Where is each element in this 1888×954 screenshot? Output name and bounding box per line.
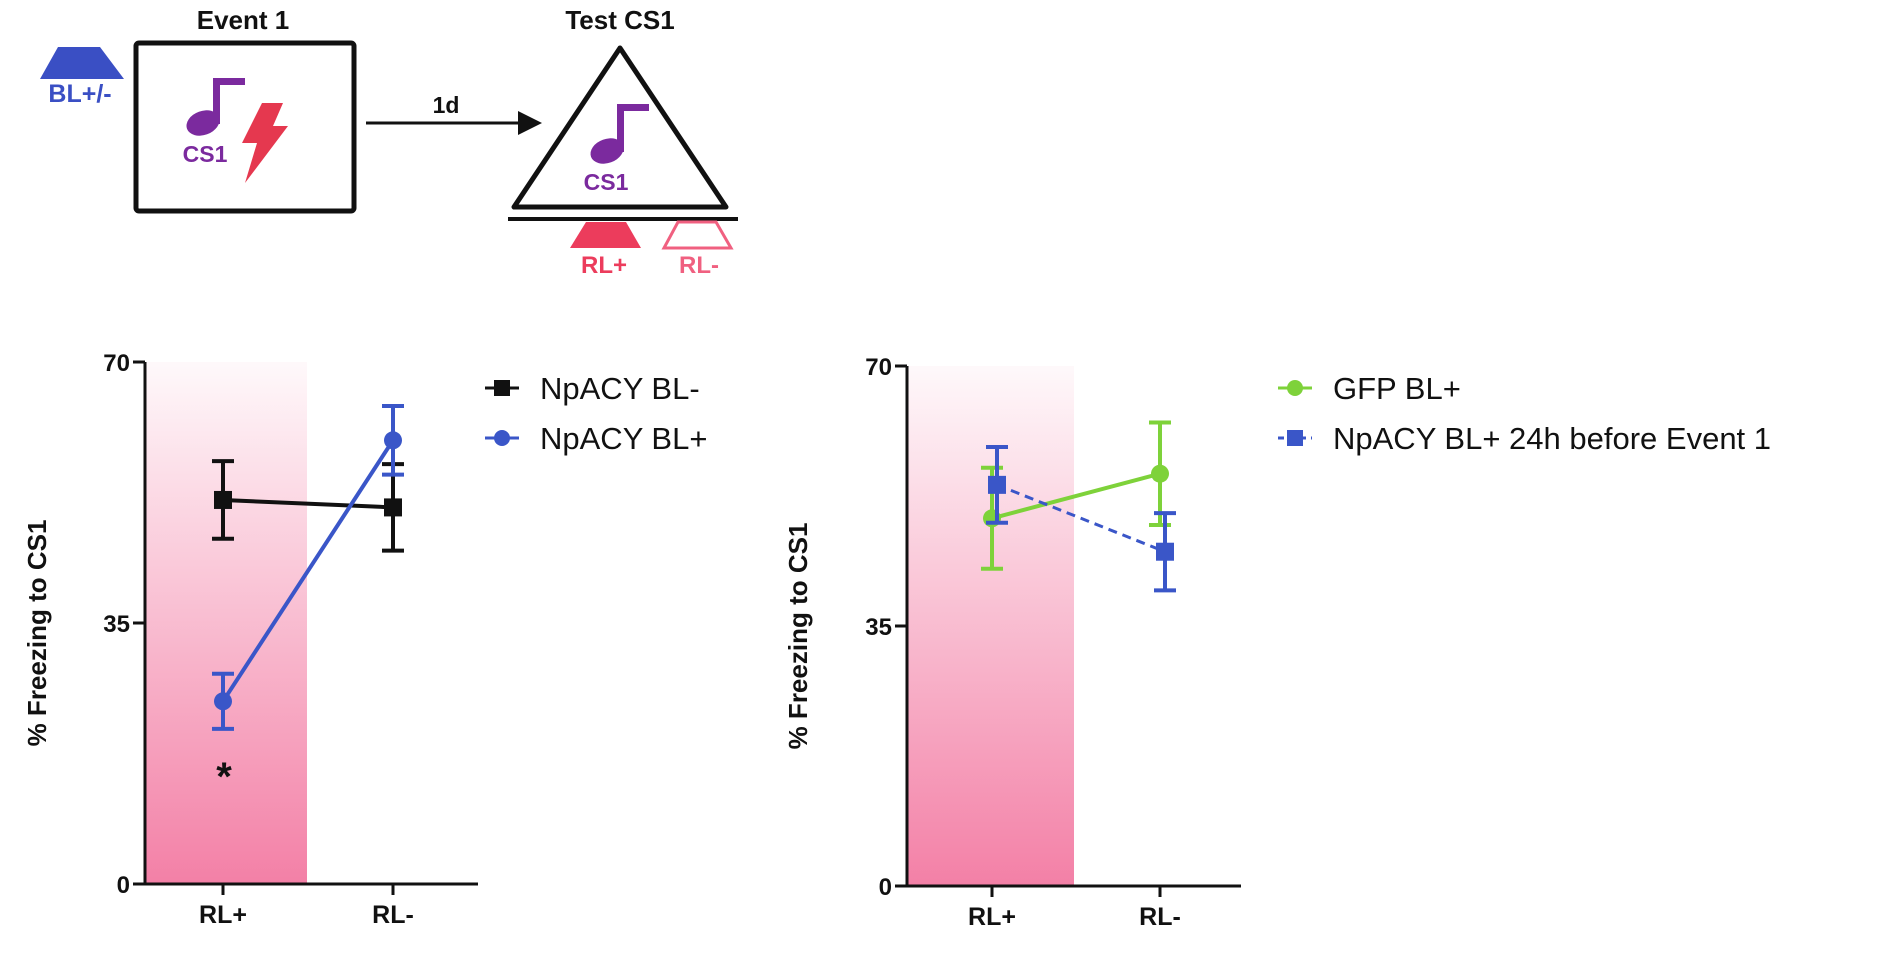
test-title: Test CS1: [565, 5, 674, 35]
data-point-circle: [1151, 464, 1169, 483]
music-note-icon-test: [590, 104, 649, 164]
bl-label: BL+/-: [48, 80, 111, 108]
arrow-head-icon: [518, 111, 542, 135]
data-point-square: [988, 475, 1006, 494]
y-tick-label: 35: [865, 614, 892, 641]
legend-entry-1: NpACY BL+: [485, 421, 707, 456]
series-line: [221, 439, 395, 703]
shock-icon: [242, 103, 288, 183]
data-point-square: [214, 490, 232, 509]
y-axis-label: % Freezing to CS1: [783, 523, 813, 750]
series-1: [986, 444, 1176, 593]
x-tick-label: RL-: [1139, 903, 1181, 931]
shaded-region-rl-plus: [907, 366, 1074, 886]
event-box: [133, 40, 357, 214]
series-1: [212, 403, 404, 731]
series-0: [212, 459, 404, 553]
data-point-circle: [214, 692, 232, 711]
legend-marker-square: [1287, 430, 1303, 446]
cs1-label-event: CS1: [183, 141, 228, 167]
legend-entry-0: GFP BL+: [1278, 371, 1461, 406]
y-tick-label: 0: [117, 872, 130, 899]
y-tick-label: 35: [103, 611, 130, 638]
y-tick-label: 70: [865, 354, 892, 381]
rl-plus-light-icon: [570, 222, 641, 248]
cs1-label-test: CS1: [584, 169, 629, 195]
legend-marker-circle: [1287, 380, 1303, 396]
bl-light-icon: [40, 47, 124, 79]
series-line: [222, 497, 394, 510]
x-tick-label: RL+: [968, 903, 1016, 931]
legend-marker-square: [494, 380, 510, 396]
event-title: Event 1: [197, 5, 290, 35]
chart-left: 0 35 70 RL+ RL- % Freezing to CS1 NpACY BL- NpA…: [22, 350, 707, 929]
rl-minus-light-icon: [661, 220, 734, 250]
chart-right: 0 35 70 RL+ RL- % Freezing to CS1 GFP BL+ NpACY…: [783, 354, 1771, 931]
y-tick-label: 70: [103, 350, 130, 377]
delay-label: 1d: [433, 92, 460, 118]
legend-entry-0: NpACY BL-: [485, 371, 700, 406]
shaded-region-rl-plus: [145, 362, 307, 884]
y-axis-label: % Freezing to CS1: [22, 520, 52, 747]
legend-label: GFP BL+: [1333, 371, 1461, 406]
y-tick-label: 0: [879, 874, 892, 901]
data-point-square: [384, 498, 402, 517]
significance-asterisk: *: [216, 755, 232, 799]
legend-label: NpACY BL-: [540, 371, 700, 406]
series-line: [991, 471, 1161, 521]
legend-marker-circle: [494, 430, 510, 446]
test-triangle: [511, 45, 729, 210]
data-point-square: [1156, 542, 1174, 561]
rl-plus-label: RL+: [581, 252, 627, 279]
x-tick-label: RL-: [372, 901, 414, 929]
legend-entry-1: NpACY BL+ 24h before Event 1: [1278, 421, 1771, 456]
legend-label: NpACY BL+ 24h before Event 1: [1333, 421, 1771, 456]
schematic: BL+/- Event 1 CS1 1d Test CS1 CS1 RL+: [40, 5, 738, 279]
series-line: [996, 483, 1166, 554]
rl-minus-label: RL-: [679, 252, 719, 279]
data-point-circle: [384, 431, 402, 450]
music-note-icon: [186, 78, 245, 136]
legend-label: NpACY BL+: [540, 421, 707, 456]
x-tick-label: RL+: [199, 901, 247, 929]
